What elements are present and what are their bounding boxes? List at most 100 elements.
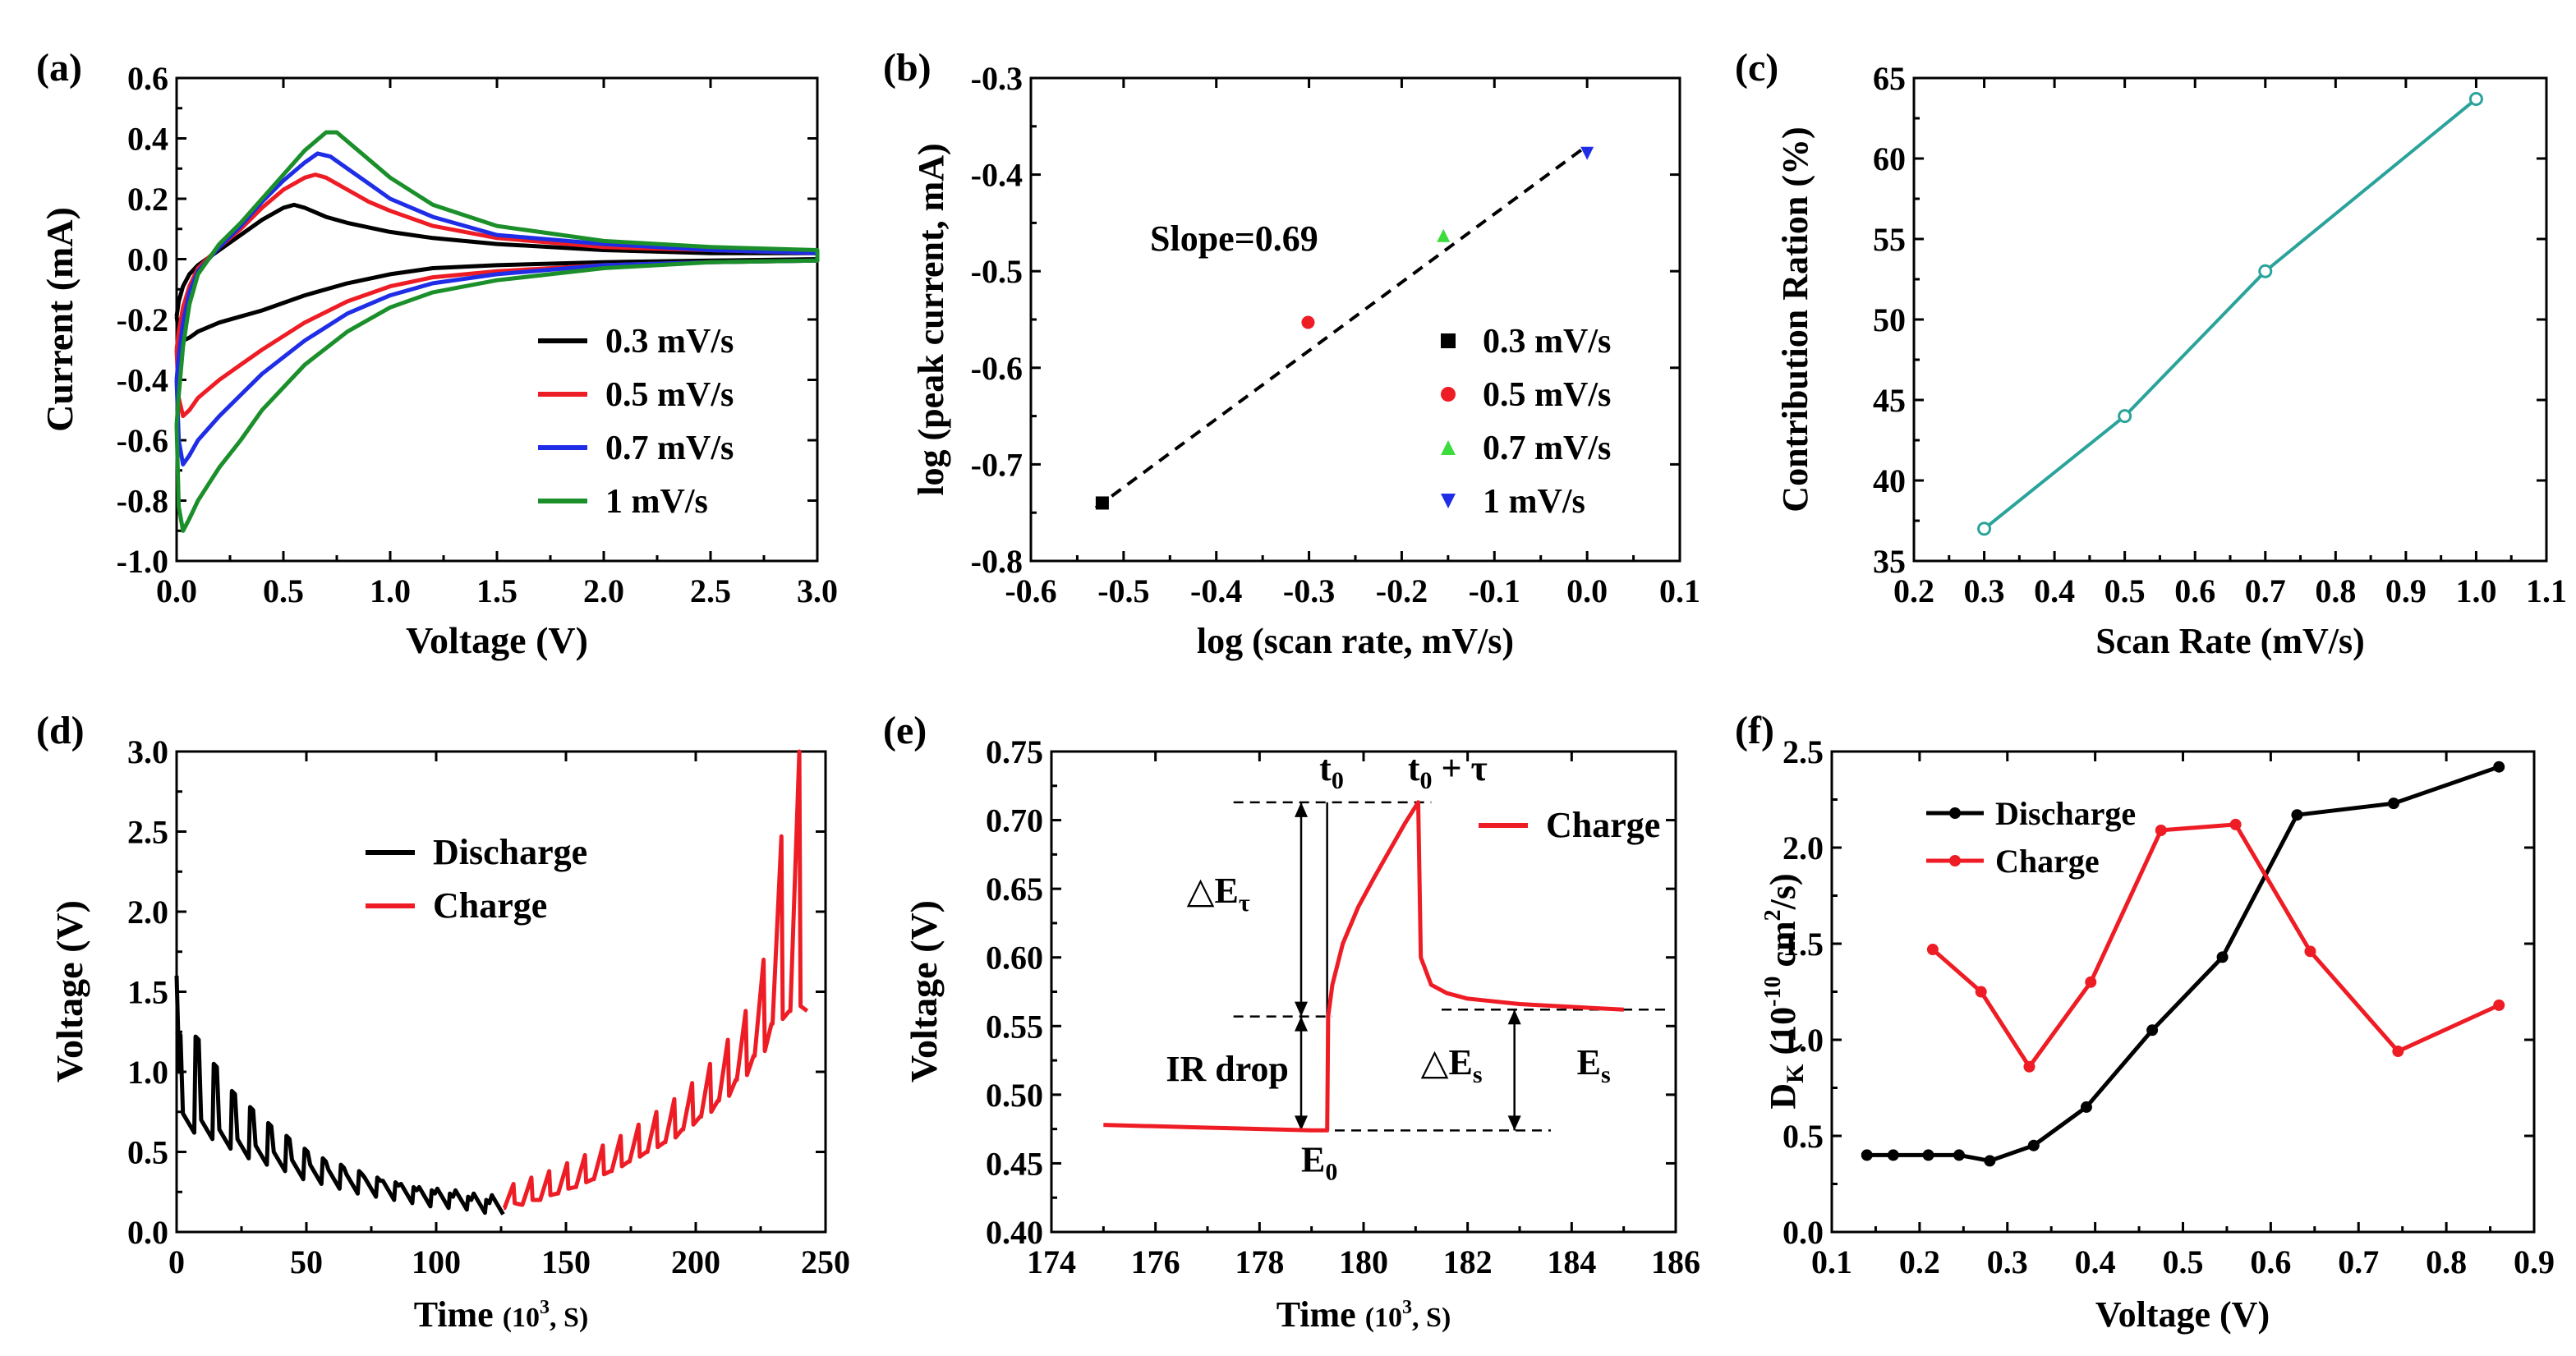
y-label-sub: K — [1782, 1064, 1809, 1083]
plot-frame — [175, 750, 827, 1234]
legend-marker — [1949, 807, 1961, 819]
fit-line — [1094, 144, 1589, 509]
open-circle-marker — [1977, 522, 1992, 536]
x-axis-label: Scan Rate (mV/s) — [2095, 621, 2365, 661]
point-marker — [2229, 818, 2242, 830]
point-marker — [2146, 1024, 2159, 1037]
gitt-curves — [174, 749, 809, 1216]
x-tick-label: 50 — [290, 1243, 323, 1280]
x-tick-label: 0.9 — [2385, 572, 2426, 609]
x-label-tail: , S) — [550, 1303, 588, 1333]
legend-entry: 0.3 mV/s — [538, 323, 734, 361]
y-tick-label: 1.0 — [127, 1054, 168, 1091]
y-tick-label: 3.0 — [127, 733, 168, 770]
delta-e-tau-label-main: △E — [1187, 871, 1239, 911]
point-marker — [1984, 1155, 1996, 1167]
point-marker — [2388, 798, 2399, 810]
legend: Charge — [1479, 805, 1660, 845]
x-tick-label: 0.5 — [2163, 1243, 2204, 1280]
panel-e: (e) 174 176 178 180 182 184 186 0.400.450.500.… — [883, 709, 1700, 1335]
y-tick-label: -0.5 — [971, 253, 1023, 290]
x-tick-labels: 0.1 0.2 0.3 0.4 0.5 0.6 0.7 0.8 0.9 — [1811, 752, 2555, 1280]
y-tick-label: 35 — [1873, 543, 1906, 580]
legend-entry: 0.3 mV/s — [1441, 323, 1611, 361]
legend-label: Charge — [433, 885, 547, 926]
x-tick-label: 0.1 — [1811, 1243, 1852, 1280]
legend-entry: Discharge — [366, 832, 587, 872]
delta-e-tau-label-sub: τ — [1239, 889, 1250, 917]
y-tick-label: 0.45 — [986, 1145, 1043, 1182]
legend-label: 0.7 mV/s — [605, 430, 734, 467]
charge-curve — [502, 749, 809, 1211]
y-tick-label: 0.6 — [127, 60, 168, 97]
x-tick-label: 0.9 — [2514, 1243, 2555, 1280]
x-tick-label: 2.0 — [583, 572, 624, 609]
x-tick-label: 0.7 — [2245, 572, 2286, 609]
y-tick-labels: -1.0 -0.8 -0.6 -0.4 -0.2 0.0 0.2 0.4 0.6 — [117, 60, 817, 580]
legend-entry: Charge — [1479, 805, 1660, 845]
y-axis-label: log (peak current, mA) — [911, 143, 951, 495]
x-tick-label: 176 — [1131, 1243, 1180, 1280]
cv-curve — [174, 130, 820, 533]
y-tick-label: 0.55 — [986, 1008, 1043, 1045]
y-axis-label: Voltage (V) — [48, 900, 90, 1083]
t0-label: t0 — [1319, 748, 1344, 794]
es-label-main: E — [1577, 1042, 1601, 1083]
y-label-mid2: cm — [1763, 921, 1803, 976]
es-label: Es — [1577, 1042, 1611, 1088]
point-marker — [2023, 1060, 2036, 1073]
x-tick-label: -0.2 — [1376, 572, 1428, 609]
y-tick-label: -0.3 — [971, 60, 1023, 97]
e0-label: E0 — [1301, 1139, 1337, 1185]
x-tick-label: 0.2 — [1899, 1243, 1940, 1280]
x-tick-labels: 0 50 100 150 200 250 — [168, 752, 850, 1280]
x-tick-label: 1.1 — [2526, 572, 2567, 609]
y-tick-label: -0.7 — [971, 446, 1023, 483]
x-tick-label: 150 — [541, 1243, 591, 1280]
x-tick-label: -0.3 — [1283, 572, 1335, 609]
point-marker — [2216, 951, 2229, 963]
curves — [174, 130, 820, 533]
legend-entry: Charge — [366, 885, 547, 926]
x-tick-labels: -0.6 -0.5 -0.4 -0.3 -0.2 -0.1 0.0 0.1 — [1005, 78, 1700, 609]
y-tick-label: -0.6 — [117, 422, 168, 459]
y-tick-label: -0.4 — [117, 362, 168, 399]
x-axis-label: log (scan rate, mV/s) — [1197, 621, 1514, 661]
plot-frame — [175, 76, 819, 563]
point-marker — [1953, 1149, 1965, 1161]
x-tick-label: 0.3 — [1987, 1243, 2028, 1280]
y-tick-labels: 0.0 0.5 1.0 1.5 2.0 2.5 — [1782, 733, 2534, 1251]
point-marker — [2080, 1101, 2092, 1113]
data-lines — [1861, 761, 2505, 1167]
y-tick-label: 1.5 — [1782, 926, 1824, 963]
x-tick-label: -0.1 — [1469, 572, 1520, 609]
x-tick-label: 200 — [671, 1243, 720, 1280]
delta-e-s-label: △Es — [1421, 1042, 1483, 1088]
y-tick-label: 55 — [1873, 221, 1906, 258]
point-marker — [2291, 809, 2303, 821]
panel-label: (d) — [36, 709, 85, 752]
x-tick-label: 0.4 — [2075, 1243, 2116, 1280]
x-tick-label: 184 — [1547, 1243, 1596, 1280]
t0-tau-label-main: t — [1408, 748, 1420, 788]
point-marker — [1926, 944, 1939, 956]
x-tick-label: 0.5 — [263, 572, 304, 609]
x-tick-labels: 0.0 0.5 1.0 1.5 2.0 2.5 3.0 — [156, 78, 838, 609]
arrow-head — [1295, 1001, 1308, 1017]
x-tick-label: 0.0 — [1566, 572, 1608, 609]
legend-label: 0.3 mV/s — [605, 323, 734, 361]
point-marker — [2493, 761, 2505, 773]
x-axis-label: Voltage (V) — [406, 619, 588, 661]
x-tick-label: 186 — [1651, 1243, 1700, 1280]
x-tick-label: 174 — [1027, 1243, 1076, 1280]
x-tick-label: 0.1 — [1659, 572, 1700, 609]
panel-b: (b) -0.6 -0.5 -0.4 -0.3 -0.2 -0.1 0.0 0.1 -0.8-… — [883, 46, 1700, 661]
legend-label: 0.5 mV/s — [1483, 376, 1611, 414]
y-tick-label: 0.50 — [986, 1077, 1043, 1114]
discharge-curve — [174, 975, 505, 1216]
y-tick-label: 60 — [1873, 140, 1906, 177]
point-marker — [1861, 1149, 1873, 1161]
x-tick-label: 180 — [1339, 1243, 1388, 1280]
x-tick-labels: 0.2 0.3 0.4 0.5 0.6 0.7 0.8 0.9 1.0 1.1 — [1893, 78, 2567, 609]
